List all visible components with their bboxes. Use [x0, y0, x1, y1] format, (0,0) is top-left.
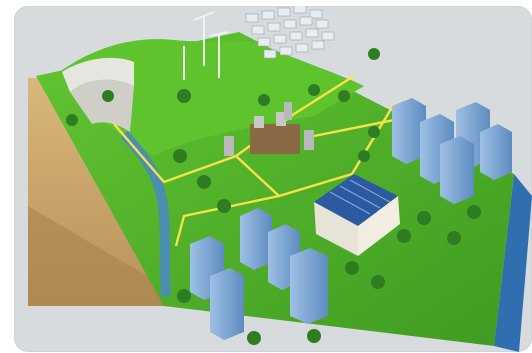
photo-card: [14, 6, 532, 352]
building-cluster-right: [392, 98, 512, 204]
substation: [224, 102, 314, 156]
platform-edge: [494, 174, 532, 352]
power-lines: [113, 74, 405, 247]
dam-wall: [62, 57, 134, 92]
smart-grid-illustration: [28, 6, 532, 352]
soil-cross-section-shadow: [28, 206, 164, 306]
trees: [66, 48, 481, 345]
house-with-solar-roof: [314, 174, 400, 256]
building-cluster-left: [190, 208, 328, 340]
solar-farm: [245, 6, 335, 59]
wind-turbines: [183, 11, 229, 80]
dam-face: [70, 79, 134, 132]
